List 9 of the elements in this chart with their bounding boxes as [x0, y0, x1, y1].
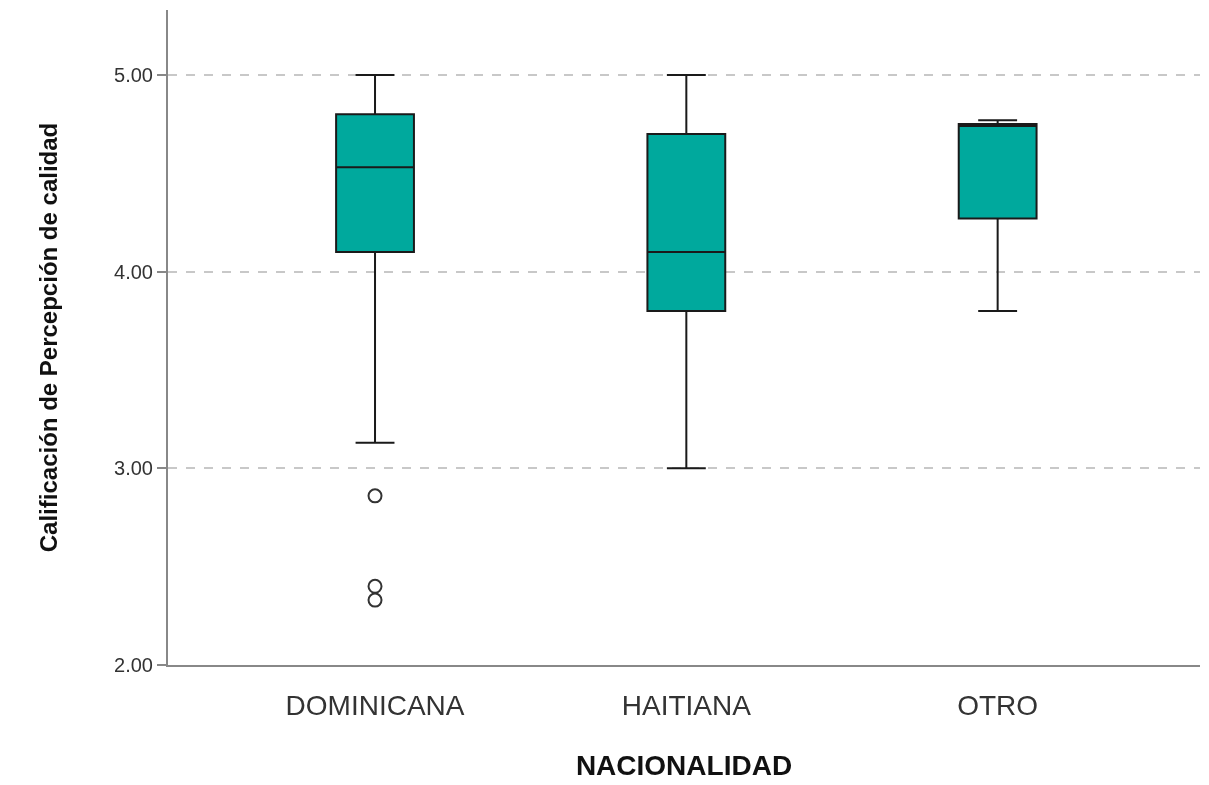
- y-tick-label: 3.00: [114, 457, 153, 480]
- y-tick-label: 5.00: [114, 63, 153, 86]
- x-tick-label: HAITIANA: [621, 689, 752, 721]
- x-tick-label: OTRO: [957, 689, 1039, 721]
- x-tick-label: DOMINICANA: [285, 689, 465, 721]
- y-axis-title: Calificación de Percepción de calidad: [34, 122, 62, 553]
- y-tick-label: 4.00: [114, 260, 153, 283]
- y-tick-label: 2.00: [114, 654, 153, 676]
- x-axis-title: NACIONALIDAD: [575, 750, 793, 782]
